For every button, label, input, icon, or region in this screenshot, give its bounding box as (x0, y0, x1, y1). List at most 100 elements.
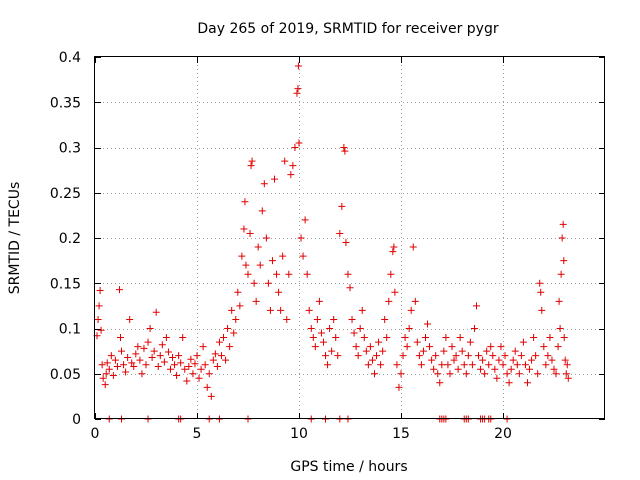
data-point (134, 343, 142, 351)
data-point (268, 257, 276, 265)
data-point (162, 334, 170, 342)
data-point (148, 353, 156, 361)
data-point (117, 334, 124, 342)
plot-frame (94, 56, 605, 419)
data-point (377, 361, 385, 369)
data-point (96, 286, 104, 294)
data-point (236, 302, 244, 310)
data-point (111, 356, 119, 364)
data-point (426, 343, 434, 351)
data-point (375, 338, 383, 346)
data-point (115, 286, 123, 294)
data-point (175, 352, 183, 360)
data-point (558, 234, 566, 242)
data-point (311, 343, 319, 351)
data-point (462, 370, 470, 378)
data-point (409, 243, 417, 251)
data-point (513, 361, 521, 369)
data-point (319, 338, 327, 346)
data-point (224, 325, 232, 332)
data-point (177, 359, 185, 367)
y-tick-label: 0.35 (50, 95, 81, 111)
data-point (338, 202, 346, 210)
data-point (207, 392, 215, 400)
data-point (252, 297, 260, 305)
tick-labels: 0 5 10 15 20 0 0.05 0.1 0.15 0.2 0.25 0.3 0.35 0.4 (50, 50, 512, 442)
data-point (542, 361, 550, 369)
data-point (118, 347, 126, 355)
data-point (271, 175, 279, 183)
data-point (238, 252, 246, 260)
data-point (503, 370, 511, 378)
data-point (485, 361, 493, 369)
data-point (460, 361, 468, 369)
data-point (481, 370, 489, 378)
data-point (173, 372, 181, 380)
data-point (181, 365, 189, 373)
data-point (497, 343, 505, 351)
data-point (213, 363, 221, 371)
data-point (222, 356, 230, 364)
data-point (334, 352, 342, 360)
data-point (283, 315, 291, 323)
data-point (555, 297, 563, 305)
data-point (521, 361, 529, 369)
data-point (552, 370, 560, 378)
y-tick-label: 0.4 (59, 50, 81, 66)
x-tick-label: 20 (494, 426, 512, 442)
data-point (297, 234, 305, 242)
data-point (179, 334, 187, 342)
data-point (244, 270, 252, 278)
data-point (564, 374, 572, 382)
data-point (156, 352, 164, 360)
data-point (489, 352, 497, 360)
data-point (342, 239, 350, 247)
data-point (475, 352, 483, 360)
data-point (341, 147, 349, 155)
data-point (356, 325, 364, 332)
data-point (366, 343, 374, 351)
data-point (495, 356, 503, 364)
x-tick-label: 5 (193, 426, 202, 442)
data-point (446, 370, 454, 378)
data-point (126, 315, 134, 323)
data-point (544, 352, 552, 360)
data-point (397, 370, 405, 378)
data-point (468, 361, 476, 369)
y-tick-label: 0 (72, 412, 81, 428)
data-point (548, 356, 556, 364)
data-point (483, 347, 491, 355)
data-point (385, 297, 393, 305)
data-point (273, 270, 281, 278)
data-point (430, 365, 438, 373)
data-point (442, 334, 450, 342)
data-point (540, 343, 548, 351)
data-point (98, 361, 106, 369)
data-point (454, 365, 462, 373)
data-point (293, 89, 301, 97)
data-point (458, 347, 466, 355)
data-point (373, 352, 381, 360)
data-point (191, 360, 199, 368)
data-point (142, 361, 150, 369)
data-points (93, 62, 572, 423)
data-point (532, 352, 540, 360)
y-axis-label: SRMTID / TECUs (7, 182, 23, 295)
data-point (517, 352, 525, 360)
data-point (477, 365, 485, 373)
chart-title: Day 265 of 2019, SRMTID for receiver pyg… (197, 21, 498, 37)
data-point (383, 334, 391, 342)
data-point (260, 180, 268, 188)
data-point (189, 370, 197, 378)
data-point (289, 162, 297, 170)
data-point (560, 334, 568, 342)
y-tick-label: 0.05 (50, 367, 81, 383)
data-point (440, 347, 448, 355)
data-point (205, 370, 213, 378)
data-point (234, 288, 242, 296)
data-point (479, 356, 487, 364)
data-point (113, 363, 121, 371)
data-point (493, 374, 501, 382)
data-point (281, 157, 289, 165)
data-point (403, 343, 411, 351)
